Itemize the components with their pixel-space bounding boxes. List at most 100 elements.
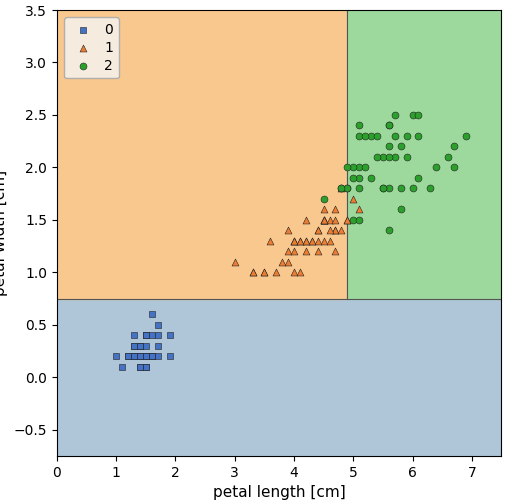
2 bbox=[462, 132, 470, 140]
2 bbox=[343, 163, 352, 171]
1 bbox=[296, 269, 304, 277]
0 bbox=[136, 352, 144, 360]
0 bbox=[124, 352, 132, 360]
0 bbox=[136, 352, 144, 360]
1 bbox=[320, 237, 328, 245]
0 bbox=[147, 352, 156, 360]
2 bbox=[367, 174, 375, 182]
1 bbox=[278, 258, 286, 266]
2 bbox=[355, 216, 363, 224]
1 bbox=[248, 269, 256, 277]
2 bbox=[450, 142, 458, 150]
1 bbox=[272, 269, 280, 277]
0 bbox=[142, 331, 150, 339]
2 bbox=[343, 184, 352, 192]
1 bbox=[231, 258, 239, 266]
2 bbox=[349, 216, 357, 224]
0 bbox=[130, 352, 138, 360]
0 bbox=[130, 331, 138, 339]
1 bbox=[325, 237, 333, 245]
2 bbox=[379, 153, 387, 161]
0 bbox=[142, 342, 150, 350]
0 bbox=[124, 352, 132, 360]
0 bbox=[112, 352, 120, 360]
0 bbox=[147, 331, 156, 339]
1 bbox=[296, 237, 304, 245]
2 bbox=[385, 226, 393, 234]
1 bbox=[320, 216, 328, 224]
2 bbox=[414, 174, 422, 182]
0 bbox=[142, 331, 150, 339]
0 bbox=[154, 352, 162, 360]
1 bbox=[308, 237, 316, 245]
0 bbox=[136, 352, 144, 360]
2 bbox=[355, 132, 363, 140]
1 bbox=[314, 237, 322, 245]
0 bbox=[142, 352, 150, 360]
2 bbox=[385, 153, 393, 161]
0 bbox=[154, 342, 162, 350]
0 bbox=[142, 352, 150, 360]
2 bbox=[391, 132, 399, 140]
2 bbox=[343, 184, 352, 192]
2 bbox=[414, 111, 422, 119]
2 bbox=[349, 174, 357, 182]
1 bbox=[343, 216, 352, 224]
2 bbox=[403, 132, 411, 140]
2 bbox=[355, 184, 363, 192]
1 bbox=[320, 216, 328, 224]
0 bbox=[118, 363, 126, 371]
2 bbox=[391, 111, 399, 119]
2 bbox=[355, 121, 363, 129]
0 bbox=[142, 352, 150, 360]
1 bbox=[320, 216, 328, 224]
1 bbox=[331, 205, 340, 213]
0 bbox=[136, 352, 144, 360]
1 bbox=[314, 226, 322, 234]
1 bbox=[337, 184, 345, 192]
0 bbox=[136, 352, 144, 360]
0 bbox=[154, 321, 162, 329]
1 bbox=[331, 247, 340, 256]
0 bbox=[136, 352, 144, 360]
0 bbox=[136, 342, 144, 350]
0 bbox=[136, 352, 144, 360]
2 bbox=[426, 184, 434, 192]
0 bbox=[130, 342, 138, 350]
1 bbox=[320, 216, 328, 224]
0 bbox=[142, 352, 150, 360]
1 bbox=[296, 237, 304, 245]
2 bbox=[444, 153, 452, 161]
1 bbox=[260, 269, 268, 277]
0 bbox=[142, 352, 150, 360]
1 bbox=[314, 247, 322, 256]
0 bbox=[136, 363, 144, 371]
1 bbox=[290, 237, 298, 245]
0 bbox=[130, 352, 138, 360]
1 bbox=[290, 247, 298, 256]
0 bbox=[142, 363, 150, 371]
1 bbox=[302, 237, 310, 245]
2 bbox=[391, 153, 399, 161]
0 bbox=[130, 342, 138, 350]
2 bbox=[373, 153, 381, 161]
0 bbox=[136, 352, 144, 360]
1 bbox=[308, 237, 316, 245]
2 bbox=[450, 163, 458, 171]
1 bbox=[325, 226, 333, 234]
1 bbox=[248, 269, 256, 277]
1 bbox=[314, 226, 322, 234]
1 bbox=[355, 205, 363, 213]
2 bbox=[361, 163, 369, 171]
1 bbox=[320, 216, 328, 224]
2 bbox=[349, 163, 357, 171]
1 bbox=[302, 237, 310, 245]
0 bbox=[142, 352, 150, 360]
1 bbox=[337, 226, 345, 234]
0 bbox=[130, 352, 138, 360]
0 bbox=[154, 331, 162, 339]
1 bbox=[290, 237, 298, 245]
0 bbox=[136, 342, 144, 350]
2 bbox=[337, 184, 345, 192]
1 bbox=[284, 226, 292, 234]
